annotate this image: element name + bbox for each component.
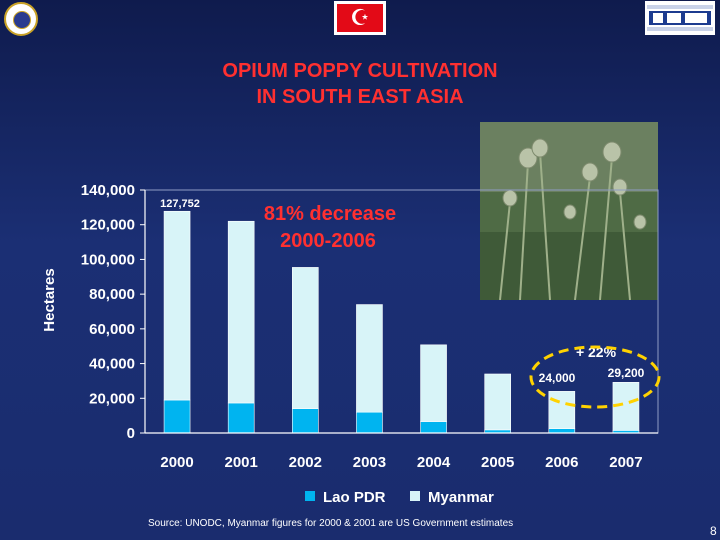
bar-lao-pdr-2000 <box>163 399 191 434</box>
chart-title-line-2: IN SOUTH EAST ASIA <box>256 86 464 108</box>
bar-myanmar-2004 <box>420 344 447 422</box>
x-tick-label: 2004 <box>417 454 451 471</box>
police-emblem-icon <box>4 2 38 36</box>
chart-title-line-1: OPIUM POPPY CULTIVATION <box>222 60 498 82</box>
y-tick-label: 0 <box>127 425 135 442</box>
bar-myanmar-2001 <box>227 220 255 404</box>
legend-label-lao-pdr: Lao PDR <box>323 489 386 506</box>
y-tick-label: 100,000 <box>81 251 135 268</box>
legend-swatch-lao-pdr <box>305 491 315 501</box>
chart-title: OPIUM POPPY CULTIVATION IN SOUTH EAST AS… <box>100 58 620 110</box>
x-tick-label: 2000 <box>160 454 193 471</box>
y-axis-title: Hectares <box>41 268 58 331</box>
bar-myanmar-2003 <box>356 304 383 413</box>
y-tick-label: 20,000 <box>89 390 135 407</box>
kom-logo-icon <box>645 1 715 35</box>
decrease-annotation-line-2: 2000-2006 <box>280 230 376 252</box>
bar-lao-pdr-2002 <box>292 408 319 434</box>
bar-lao-pdr-2003 <box>356 411 383 434</box>
bar-lao-pdr-2001 <box>227 402 255 434</box>
plot-frame <box>144 189 659 434</box>
y-tick-label: 60,000 <box>89 321 135 338</box>
bar-lao-pdr-2004 <box>420 421 447 434</box>
x-tick-label: 2005 <box>481 454 514 471</box>
bar-myanmar-2002 <box>292 267 319 410</box>
bar-myanmar-2007 <box>612 382 640 431</box>
bar-myanmar-2005 <box>484 373 511 431</box>
poppy-field-photo <box>480 122 658 300</box>
highlight-ellipse <box>529 345 661 409</box>
data-label-2007: 29,200 <box>608 366 645 380</box>
x-tick-label: 2001 <box>225 454 258 471</box>
increase-annotation: + 22% <box>576 344 617 360</box>
bar-lao-pdr-2006 <box>548 428 576 434</box>
bar-myanmar-2000 <box>163 210 191 401</box>
flag-crescent: ☪ <box>337 4 383 32</box>
turkish-flag-icon: ☪ <box>334 1 386 35</box>
y-tick-label: 120,000 <box>81 217 135 234</box>
legend-label-myanmar: Myanmar <box>428 489 494 506</box>
x-tick-label: 2007 <box>609 454 642 471</box>
y-tick-label: 40,000 <box>89 356 135 373</box>
x-tick-label: 2006 <box>545 454 578 471</box>
y-tick-label: 80,000 <box>89 286 135 303</box>
data-label-2006: 24,000 <box>539 371 576 385</box>
source-note: Source: UNODC, Myanmar figures for 2000 … <box>148 518 514 529</box>
y-tick-label: 140,000 <box>81 182 135 199</box>
legend-swatch-myanmar <box>410 491 420 501</box>
bar-myanmar-2006 <box>548 391 576 429</box>
data-label-2000: 127,752 <box>160 198 200 210</box>
x-tick-label: 2002 <box>289 454 322 471</box>
x-tick-label: 2003 <box>353 454 386 471</box>
decrease-annotation-line-1: 81% decrease <box>264 203 396 225</box>
slide-number: 8 <box>710 524 717 538</box>
